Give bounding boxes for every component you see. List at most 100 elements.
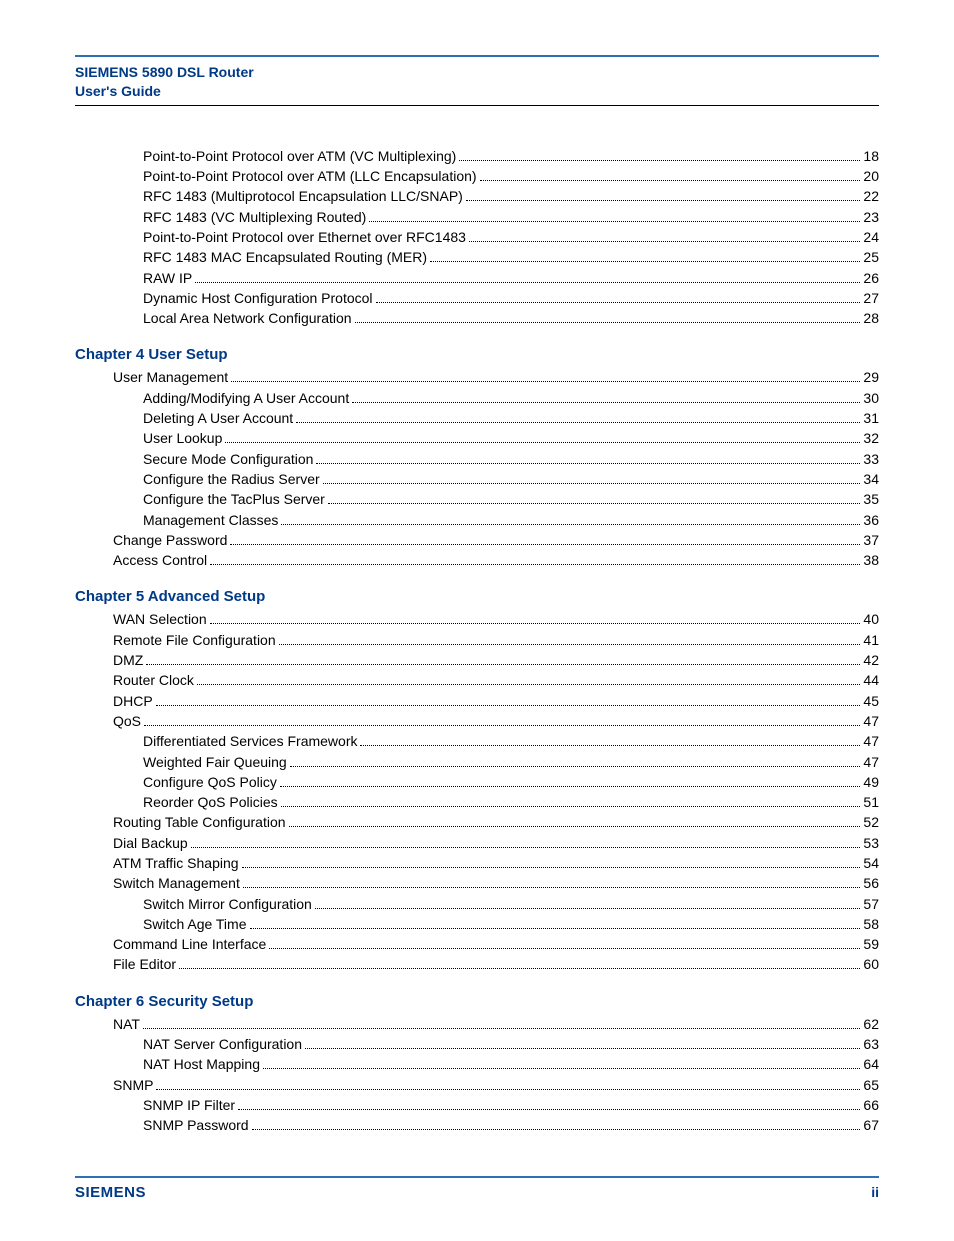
header-bottom-rule (75, 105, 879, 106)
toc-leader-dots (197, 672, 861, 686)
toc-entry[interactable]: Routing Table Configuration 52 (75, 812, 879, 832)
toc-entry[interactable]: File Editor 60 (75, 954, 879, 974)
toc-entry[interactable]: DHCP 45 (75, 691, 879, 711)
toc-entry-label: QoS (113, 711, 141, 731)
toc-leader-dots (352, 389, 860, 403)
toc-entry[interactable]: WAN Selection 40 (75, 609, 879, 629)
toc-entry-page: 24 (863, 227, 879, 247)
toc-entry-label: Dial Backup (113, 833, 188, 853)
toc-entry[interactable]: Access Control 38 (75, 550, 879, 570)
toc-entry[interactable]: Configure the TacPlus Server 35 (75, 489, 879, 509)
toc-entry-page: 54 (863, 853, 879, 873)
toc-entry[interactable]: RFC 1483 (VC Multiplexing Routed) 23 (75, 207, 879, 227)
toc-entry-label: User Management (113, 367, 228, 387)
toc-entry[interactable]: RFC 1483 MAC Encapsulated Routing (MER) … (75, 247, 879, 267)
toc-entry-label: Command Line Interface (113, 934, 266, 954)
toc-entry[interactable]: Dial Backup 53 (75, 833, 879, 853)
toc-entry-page: 25 (863, 247, 879, 267)
toc-entry-page: 51 (863, 792, 879, 812)
toc-entry[interactable]: Local Area Network Configuration 28 (75, 308, 879, 328)
toc-chapter-heading-label: Chapter 5 Advanced Setup (75, 588, 265, 605)
toc-entry[interactable]: Command Line Interface 59 (75, 934, 879, 954)
toc-entry[interactable]: Secure Mode Configuration 33 (75, 449, 879, 469)
toc-leader-dots (252, 1117, 861, 1131)
toc-entry[interactable]: Differentiated Services Framework 47 (75, 731, 879, 751)
toc-entry[interactable]: Switch Age Time 58 (75, 914, 879, 934)
toc-entry-page: 66 (863, 1095, 879, 1115)
toc-entry-page: 53 (863, 833, 879, 853)
document-page: SIEMENS 5890 DSL Router User's Guide Poi… (0, 0, 954, 1241)
document-header: SIEMENS 5890 DSL Router User's Guide (75, 63, 879, 101)
toc-entry[interactable]: Switch Mirror Configuration 57 (75, 894, 879, 914)
document-footer: SIEMENS ii (75, 1176, 879, 1201)
toc-entry[interactable]: RFC 1483 (Multiprotocol Encapsulation LL… (75, 186, 879, 206)
toc-entry-label: Remote File Configuration (113, 630, 276, 650)
toc-entry[interactable]: Reorder QoS Policies 51 (75, 792, 879, 812)
toc-entry[interactable]: NAT Server Configuration 63 (75, 1034, 879, 1054)
toc-entry[interactable]: DMZ 42 (75, 650, 879, 670)
toc-entry[interactable]: NAT Host Mapping 64 (75, 1054, 879, 1074)
toc-leader-dots (146, 651, 860, 665)
toc-entry[interactable]: SNMP IP Filter 66 (75, 1095, 879, 1115)
toc-entry-page: 36 (863, 510, 879, 530)
toc-entry-page: 23 (863, 207, 879, 227)
toc-entry[interactable]: Configure QoS Policy 49 (75, 772, 879, 792)
footer-rule (75, 1176, 879, 1178)
toc-entry-label: Configure the TacPlus Server (143, 489, 325, 509)
toc-entry-label: WAN Selection (113, 609, 207, 629)
toc-entry[interactable]: RAW IP 26 (75, 268, 879, 288)
toc-entry[interactable]: Point-to-Point Protocol over ATM (LLC En… (75, 166, 879, 186)
toc-entry[interactable]: Weighted Fair Queuing 47 (75, 752, 879, 772)
toc-chapter-heading: Chapter 6 Security Setup (75, 993, 879, 1010)
toc-entry-label: Deleting A User Account (143, 408, 293, 428)
toc-entry-page: 47 (863, 752, 879, 772)
toc-entry[interactable]: Switch Management 56 (75, 873, 879, 893)
toc-entry-page: 29 (863, 367, 879, 387)
toc-entry-page: 41 (863, 630, 879, 650)
toc-entry[interactable]: SNMP 65 (75, 1075, 879, 1095)
toc-entry-page: 58 (863, 914, 879, 934)
toc-entry[interactable]: Point-to-Point Protocol over Ethernet ov… (75, 227, 879, 247)
toc-entry-page: 67 (863, 1115, 879, 1135)
toc-leader-dots (210, 552, 860, 566)
toc-entry-page: 26 (863, 268, 879, 288)
toc-entry[interactable]: Management Classes 36 (75, 510, 879, 530)
toc-leader-dots (280, 773, 861, 787)
toc-entry[interactable]: Router Clock 44 (75, 670, 879, 690)
toc-entry[interactable]: Change Password 37 (75, 530, 879, 550)
toc-entry-page: 47 (863, 711, 879, 731)
toc-entry[interactable]: Adding/Modifying A User Account 30 (75, 388, 879, 408)
toc-entry[interactable]: Point-to-Point Protocol over ATM (VC Mul… (75, 146, 879, 166)
toc-leader-dots (281, 511, 860, 525)
toc-entry[interactable]: Remote File Configuration 41 (75, 630, 879, 650)
toc-entry-label: SNMP Password (143, 1115, 249, 1135)
toc-chapter-heading: Chapter 4 User Setup (75, 346, 879, 363)
toc-entry-page: 37 (863, 530, 879, 550)
toc-leader-dots (316, 450, 860, 464)
header-title-line-1: SIEMENS 5890 DSL Router (75, 63, 879, 82)
toc-leader-dots (376, 289, 861, 303)
toc-entry[interactable]: Configure the Radius Server 34 (75, 469, 879, 489)
header-top-rule (75, 55, 879, 57)
toc-leader-dots (144, 712, 860, 726)
toc-entry[interactable]: User Management 29 (75, 367, 879, 387)
toc-entry-page: 44 (863, 670, 879, 690)
toc-entry[interactable]: ATM Traffic Shaping 54 (75, 853, 879, 873)
toc-entry-label: Configure QoS Policy (143, 772, 277, 792)
toc-leader-dots (281, 794, 861, 808)
toc-entry-page: 38 (863, 550, 879, 570)
toc-entry-page: 47 (863, 731, 879, 751)
toc-entry-page: 52 (863, 812, 879, 832)
toc-entry[interactable]: Deleting A User Account 31 (75, 408, 879, 428)
toc-leader-dots (296, 409, 860, 423)
toc-entry-page: 35 (863, 489, 879, 509)
toc-leader-dots (315, 895, 861, 909)
toc-leader-dots (269, 936, 860, 950)
toc-entry[interactable]: User Lookup 32 (75, 428, 879, 448)
toc-entry[interactable]: NAT 62 (75, 1014, 879, 1034)
toc-entry[interactable]: QoS 47 (75, 711, 879, 731)
toc-entry-page: 20 (863, 166, 879, 186)
toc-entry[interactable]: Dynamic Host Configuration Protocol 27 (75, 288, 879, 308)
toc-entry[interactable]: SNMP Password 67 (75, 1115, 879, 1135)
toc-entry-label: NAT (113, 1014, 140, 1034)
